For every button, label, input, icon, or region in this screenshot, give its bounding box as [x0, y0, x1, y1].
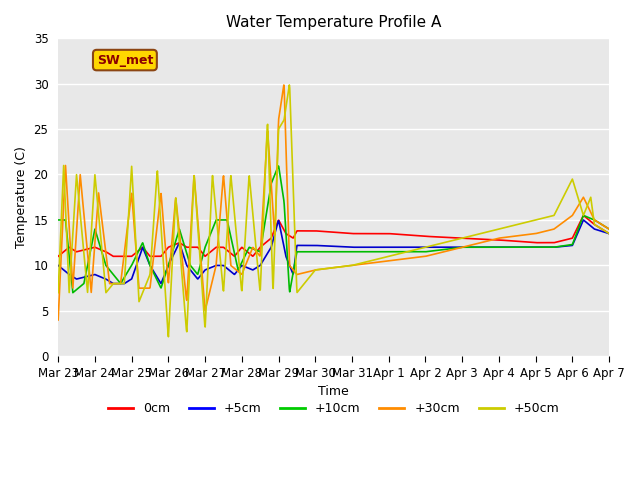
Text: SW_met: SW_met: [97, 54, 153, 67]
Y-axis label: Temperature (C): Temperature (C): [15, 146, 28, 248]
X-axis label: Time: Time: [318, 385, 349, 398]
Legend: 0cm, +5cm, +10cm, +30cm, +50cm: 0cm, +5cm, +10cm, +30cm, +50cm: [102, 397, 564, 420]
Title: Water Temperature Profile A: Water Temperature Profile A: [226, 15, 442, 30]
